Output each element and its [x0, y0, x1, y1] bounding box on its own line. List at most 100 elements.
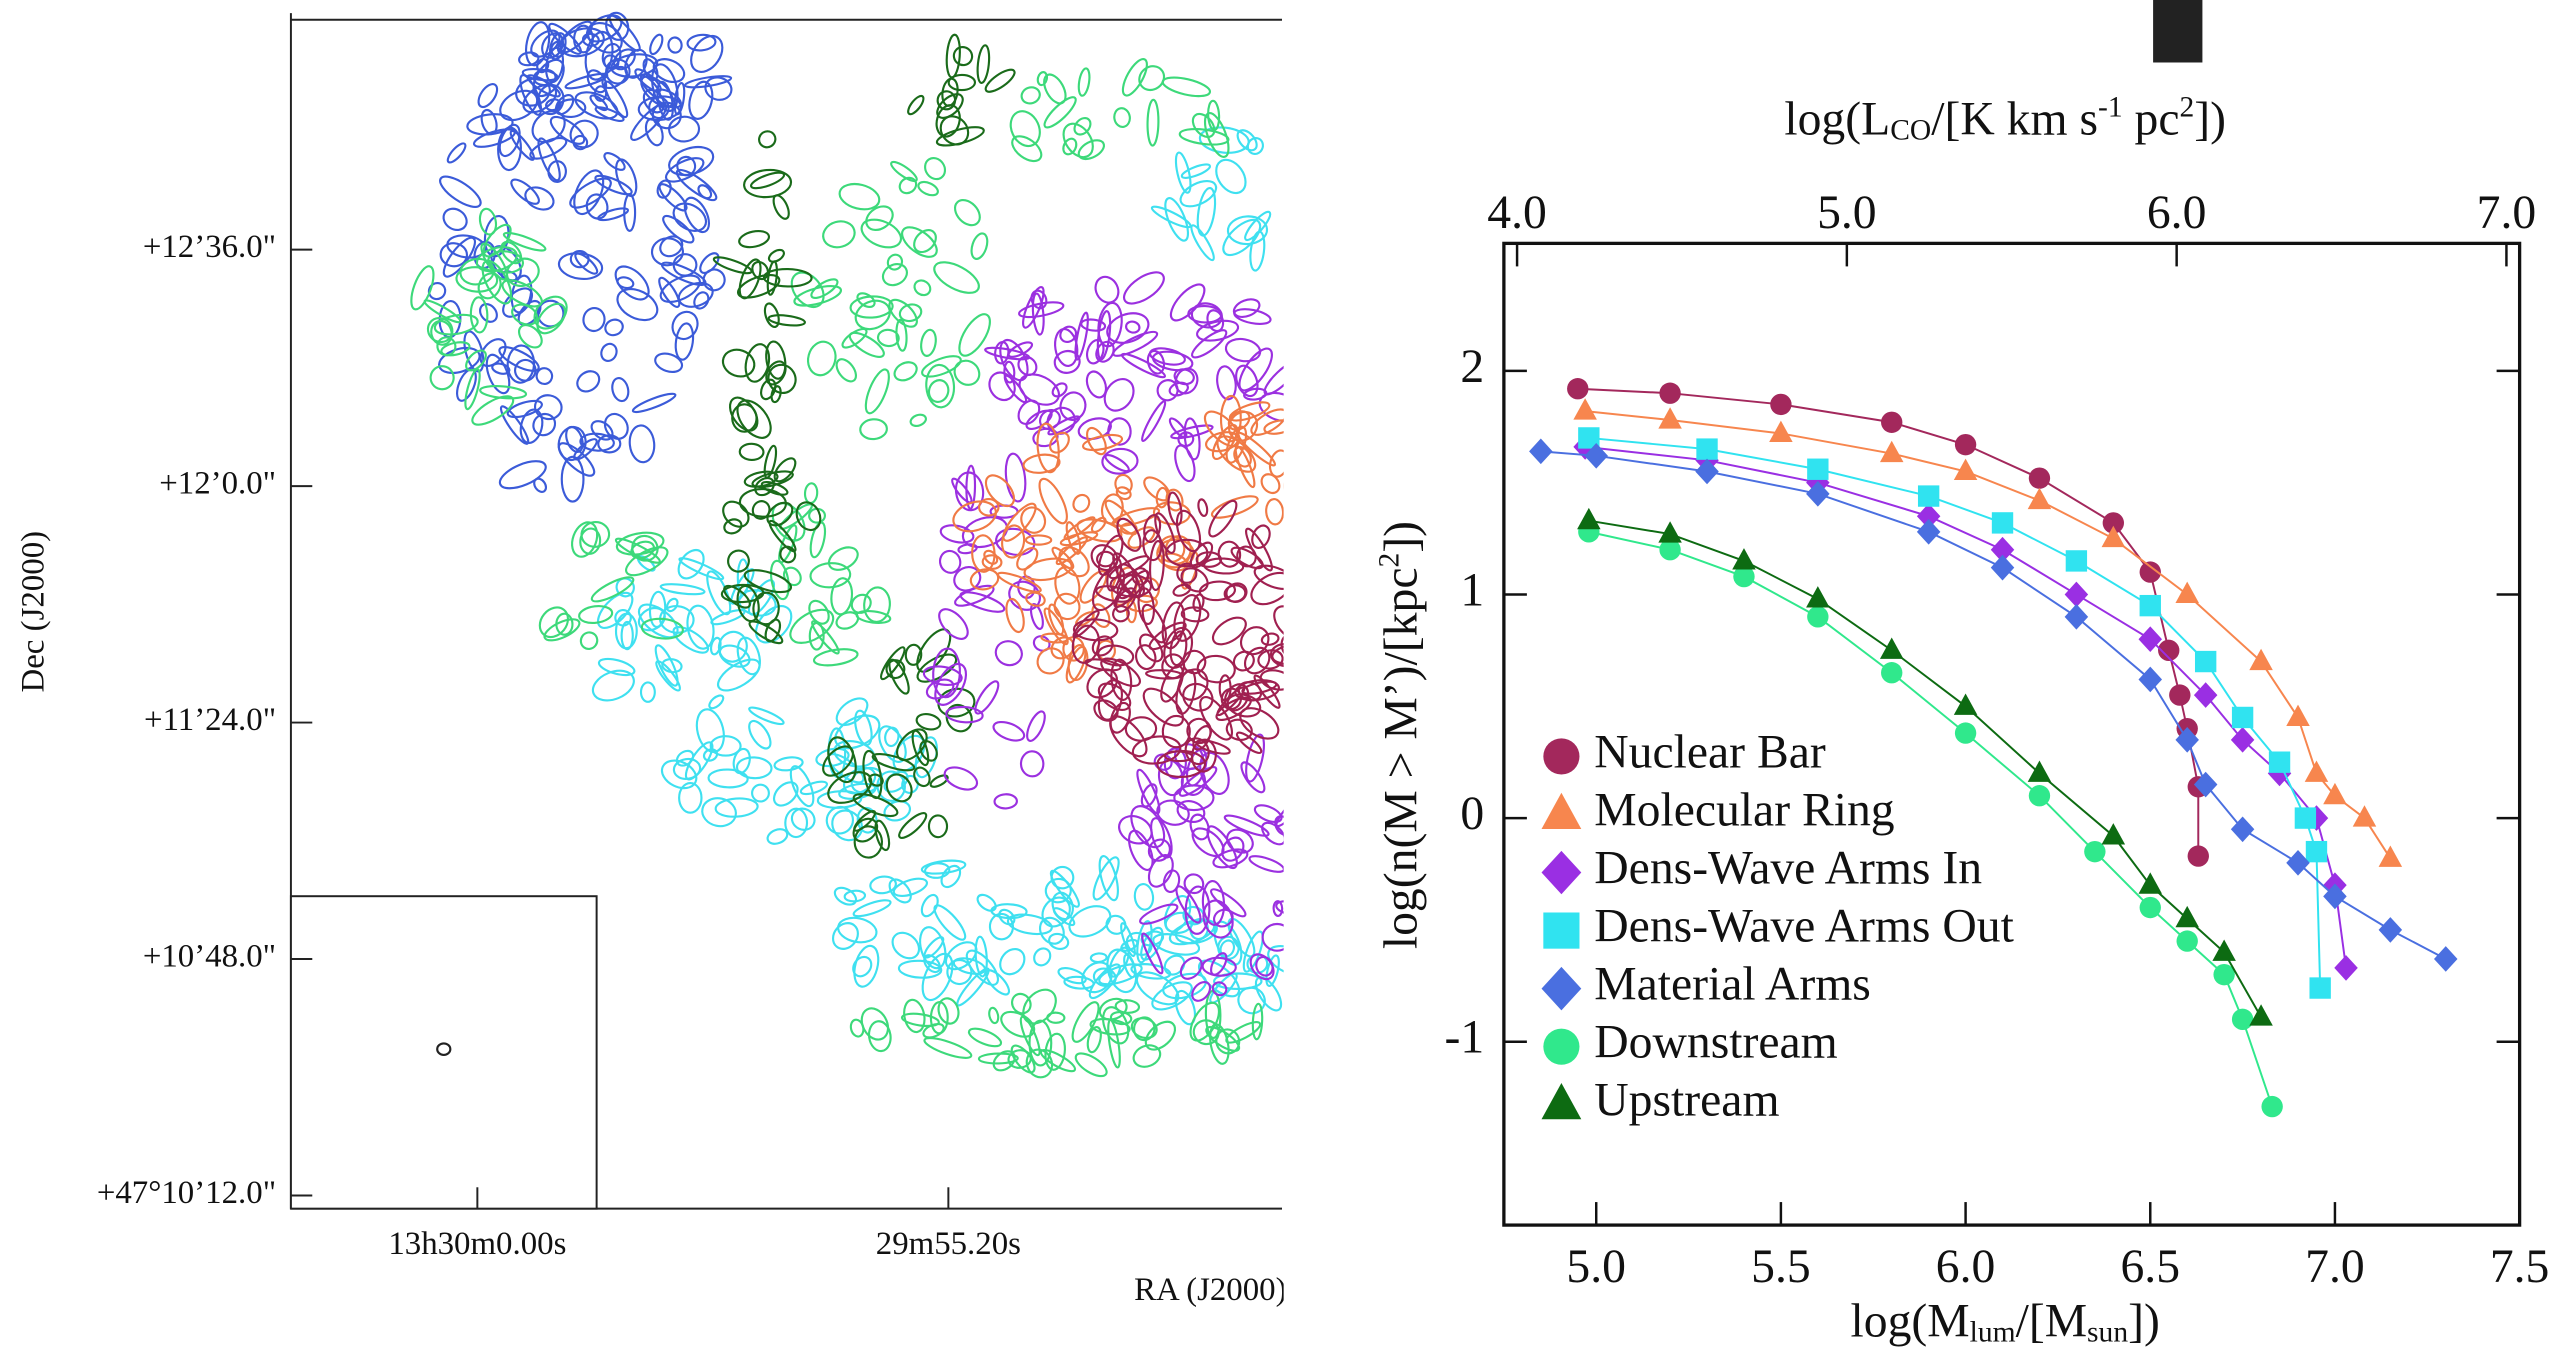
- cloud-ellipse: [740, 443, 764, 460]
- cloud-ellipse: [1272, 813, 1294, 837]
- cloud-ellipse: [445, 141, 468, 165]
- cloud-ellipse: [1224, 336, 1262, 363]
- cloud-ellipse: [857, 214, 905, 253]
- marker: [1529, 439, 1553, 465]
- cloud-ellipse: [1173, 669, 1199, 716]
- marker: [2295, 807, 2316, 828]
- marker: [2232, 707, 2253, 728]
- marker: [2028, 488, 2052, 509]
- cloud-ellipse: [809, 509, 825, 523]
- marker: [2269, 751, 2290, 772]
- cloud-ellipse: [767, 248, 786, 265]
- cloud-ellipse: [969, 231, 991, 260]
- cloud-ellipse: [869, 875, 896, 894]
- cloud-ellipse: [724, 393, 763, 436]
- legend-marker: [1542, 793, 1582, 829]
- cloud-ellipse: [648, 33, 665, 56]
- cloud-ellipse: [1133, 883, 1154, 911]
- cloud-ellipse: [1246, 950, 1278, 984]
- cloud-ellipse: [785, 809, 807, 838]
- cloud-ellipse: [1246, 566, 1297, 610]
- cloud-ellipse: [1120, 938, 1139, 953]
- marker: [1770, 394, 1791, 415]
- legend-marker: [1543, 738, 1579, 774]
- cloud-ellipse: [578, 604, 613, 624]
- cloud-ellipse: [1188, 305, 1222, 323]
- cloud-ellipse: [1113, 107, 1131, 128]
- legend-marker: [1542, 967, 1582, 1010]
- cloud-ellipse: [573, 367, 603, 395]
- cloud-ellipse: [719, 346, 758, 381]
- cloud-ellipse: [804, 483, 818, 504]
- cloud-ellipse: [1188, 223, 1217, 262]
- cloud-ellipse: [631, 391, 677, 416]
- cloud-ellipse: [1242, 209, 1274, 243]
- cloud-ellipse: [950, 195, 985, 230]
- cloud-ellipse: [1034, 475, 1072, 527]
- marker: [2434, 946, 2458, 972]
- marker: [2305, 761, 2329, 782]
- cloud-ellipse: [981, 470, 1020, 511]
- marker: [1577, 508, 1601, 529]
- cloud-ellipse: [976, 45, 991, 84]
- cloud-ellipse: [426, 362, 458, 394]
- cloud-ellipse: [1068, 999, 1104, 1046]
- cloud-ellipse: [930, 256, 984, 299]
- sky-map: 13h30m0.00s29m55.20sRA (J2000): [291, 10, 1322, 1308]
- y-tick-label: -1: [1444, 1012, 1484, 1064]
- cloud-ellipse: [1268, 600, 1314, 646]
- cloud-ellipse: [589, 665, 639, 706]
- cloud-ellipse: [1210, 492, 1260, 522]
- legend-label: Downstream: [1594, 1017, 1837, 1069]
- x-tick-label: 7.0: [2305, 1241, 2365, 1293]
- cloud-ellipse: [1200, 110, 1233, 160]
- cloud-ellipse: [1197, 499, 1209, 517]
- x-axis-label: log(Mlum/[Msun]): [1851, 1295, 2160, 1348]
- cloud-ellipse: [898, 960, 941, 979]
- x2-axis-label: log(LCO/[K km s-1 pc2]): [1784, 92, 2226, 146]
- y-tick-label: 2: [1460, 341, 1484, 393]
- cloud-ellipse: [475, 81, 501, 110]
- cloud-ellipse: [1046, 603, 1066, 636]
- cloud-ellipse: [1144, 851, 1178, 890]
- cloud-ellipse: [584, 192, 610, 221]
- cloud-ellipse: [863, 587, 891, 623]
- cloud-ellipse: [1248, 853, 1286, 875]
- cloud-ellipse: [1003, 453, 1027, 503]
- x2-axis-label-part: CO: [1890, 114, 1931, 146]
- cloud-ellipse: [1019, 85, 1042, 106]
- marker: [2309, 977, 2330, 998]
- cloud-ellipse: [967, 1025, 1003, 1050]
- cloud-ellipse: [616, 276, 634, 290]
- cloud-ellipse: [1125, 716, 1157, 741]
- x2-tick-label: 4.0: [1487, 187, 1547, 239]
- marker: [1881, 412, 1902, 433]
- cloud-ellipse: [828, 918, 863, 954]
- cloud-ellipse: [921, 154, 949, 183]
- y-axis-label: log(n(M > M’)/[kpc2]): [1374, 521, 1428, 949]
- x-axis-label-part: lum: [1970, 1316, 2016, 1348]
- cloud-ellipse: [1139, 399, 1168, 442]
- marker: [2140, 595, 2161, 616]
- x2-axis-label-part: pc: [2123, 93, 2180, 145]
- x-tick-label: 5.5: [1751, 1241, 1811, 1293]
- cloud-ellipse: [1263, 418, 1293, 436]
- cloud-ellipse: [896, 810, 930, 842]
- marker: [1954, 693, 1978, 714]
- cloud-ellipse: [653, 659, 683, 694]
- cloud-ellipse: [774, 756, 804, 772]
- marker: [2139, 667, 2163, 693]
- cloud-ellipse: [602, 150, 627, 173]
- cloud-ellipse: [861, 367, 893, 416]
- cloud-ellipse: [641, 682, 655, 701]
- y-axis-label-part: log(n(M > M’)/[kpc: [1375, 567, 1427, 949]
- marker: [2065, 582, 2089, 608]
- x-tick-label: 7.5: [2490, 1241, 2550, 1293]
- marker: [1917, 519, 1941, 545]
- cloud-ellipse: [1208, 612, 1250, 649]
- cloud-ellipse: [1118, 56, 1151, 99]
- x2-axis-label-part: -1: [2098, 92, 2123, 124]
- legend-marker: [1543, 1029, 1579, 1065]
- marker: [1955, 434, 1976, 455]
- cloud-ellipse: [1223, 825, 1257, 857]
